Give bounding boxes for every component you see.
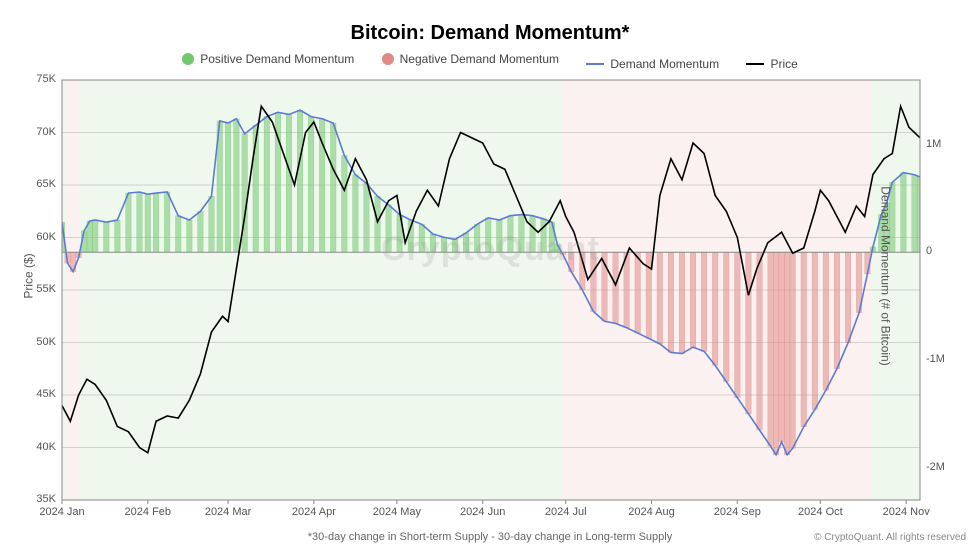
y-left-tick: 40K xyxy=(26,441,56,453)
y-left-tick: 50K xyxy=(26,336,56,348)
x-tick: 2024 Apr xyxy=(292,506,336,518)
y-left-tick: 55K xyxy=(26,283,56,295)
y-left-tick: 75K xyxy=(26,73,56,85)
chart-container: Bitcoin: Demand Momentum* Positive Deman… xyxy=(0,0,980,551)
chart-plot xyxy=(0,0,980,551)
y-axis-right-label: Demand Momentum (# of Bitcoin) xyxy=(878,186,892,365)
x-tick: 2024 Mar xyxy=(205,506,251,518)
y-left-tick: 60K xyxy=(26,231,56,243)
y-left-tick: 65K xyxy=(26,178,56,190)
x-tick: 2024 Aug xyxy=(628,506,675,518)
x-tick: 2024 Sep xyxy=(714,506,761,518)
y-left-tick: 70K xyxy=(26,126,56,138)
y-left-tick: 35K xyxy=(26,493,56,505)
y-right-tick: 0 xyxy=(926,245,956,257)
x-tick: 2024 Nov xyxy=(883,506,930,518)
x-tick: 2024 May xyxy=(373,506,421,518)
x-tick: 2024 Oct xyxy=(798,506,843,518)
y-right-tick: -2M xyxy=(926,461,956,473)
y-right-tick: -1M xyxy=(926,353,956,365)
copyright: © CryptoQuant. All rights reserved xyxy=(814,532,966,543)
y-right-tick: 1M xyxy=(926,138,956,150)
x-tick: 2024 Jun xyxy=(460,506,505,518)
x-tick: 2024 Jan xyxy=(39,506,84,518)
y-left-tick: 45K xyxy=(26,388,56,400)
x-tick: 2024 Feb xyxy=(125,506,171,518)
x-tick: 2024 Jul xyxy=(545,506,587,518)
